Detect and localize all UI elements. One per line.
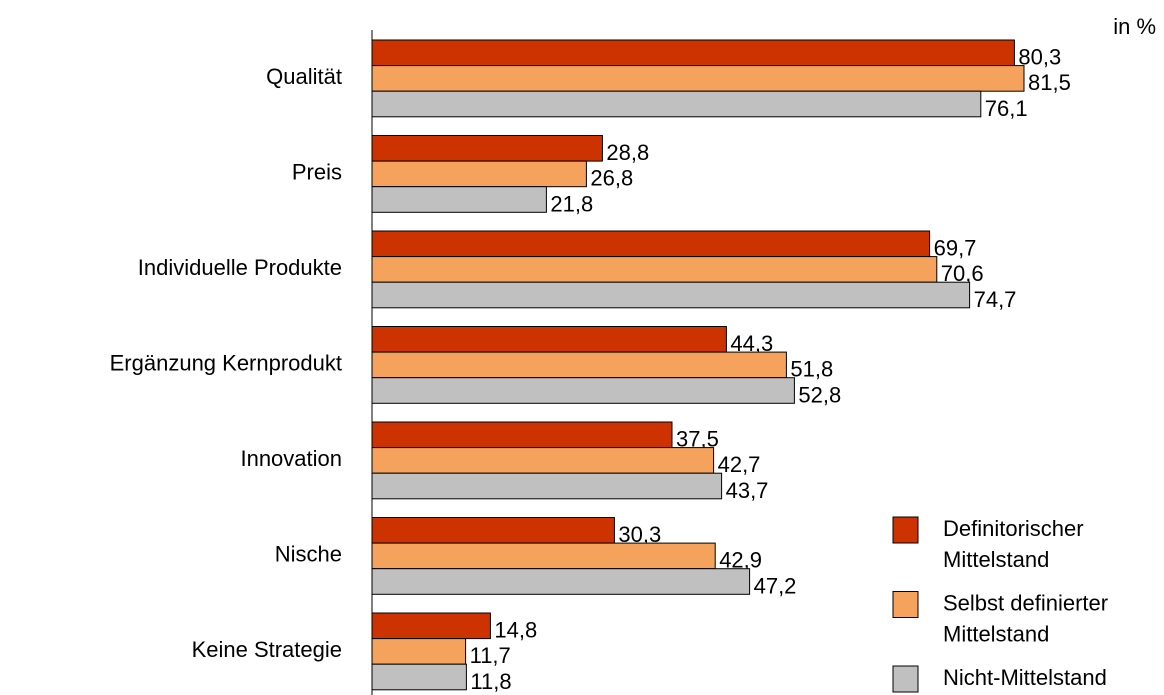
bar: [371, 281, 971, 309]
category-label: Keine Strategie: [192, 637, 342, 662]
value-label: 14,8: [494, 618, 537, 643]
unit-label: in %: [1113, 14, 1156, 39]
bar: [371, 65, 1025, 92]
bar: [371, 256, 938, 283]
bar: [371, 638, 467, 665]
legend-swatch: [892, 516, 919, 544]
legend-label: Definitorischer Mittelstand: [943, 516, 1090, 572]
bar: [371, 421, 673, 449]
bar: [371, 135, 603, 162]
bar: [371, 542, 716, 570]
legend-label: Nicht-Mittelstand: [943, 665, 1107, 690]
legend-swatch: [892, 665, 919, 693]
legend-swatch: [892, 591, 919, 618]
value-label: 47,2: [754, 573, 797, 598]
value-label: 76,1: [985, 96, 1028, 121]
value-label: 21,8: [550, 191, 593, 216]
value-label: 11,8: [470, 669, 511, 694]
value-label: 28,8: [606, 140, 649, 165]
bar: [371, 447, 715, 474]
value-label: 81,5: [1028, 70, 1071, 95]
bar: [371, 612, 491, 640]
bar: [371, 39, 1015, 67]
value-label: 43,7: [726, 478, 769, 503]
value-label: 42,7: [718, 452, 761, 477]
bar: [371, 326, 727, 353]
category-label: Qualität: [266, 64, 342, 89]
category-label: Innovation: [240, 446, 342, 471]
bar: [371, 663, 467, 691]
bar: [371, 186, 547, 213]
value-label: 51,8: [790, 357, 833, 382]
category-label: Ergänzung Kernprodukt: [110, 351, 342, 376]
value-label: 11,7: [470, 643, 511, 668]
bar: [371, 517, 615, 544]
bar: [371, 230, 931, 258]
bar: [371, 472, 723, 500]
bar: [371, 351, 787, 379]
value-label: 74,7: [974, 287, 1017, 312]
category-label: Nische: [275, 542, 342, 567]
value-label: 69,7: [934, 236, 977, 261]
bar: [371, 90, 982, 118]
value-label: 52,8: [798, 382, 841, 407]
bar: [371, 377, 795, 404]
bar: [371, 568, 751, 595]
value-label: 26,8: [590, 166, 633, 191]
category-label: Individuelle Produkte: [138, 255, 342, 280]
value-label: 80,3: [1018, 45, 1061, 70]
category-label: Preis: [292, 160, 342, 185]
bar: [371, 160, 587, 188]
legend-label: Selbst definierter Mittelstand: [943, 590, 1114, 646]
